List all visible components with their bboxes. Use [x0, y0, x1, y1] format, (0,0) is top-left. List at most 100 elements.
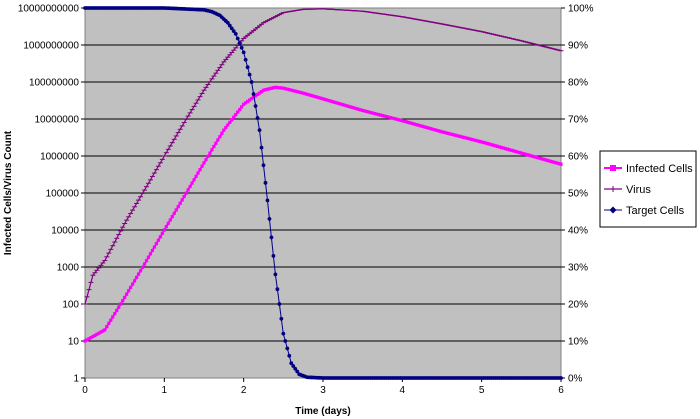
data-point	[499, 145, 504, 150]
data-point	[273, 272, 278, 277]
data-point	[426, 126, 430, 130]
data-point	[497, 145, 502, 149]
data-point	[315, 95, 319, 99]
data-point	[277, 302, 282, 306]
data-point	[261, 163, 266, 168]
legend-label: Target Cells	[626, 205, 685, 217]
data-point	[255, 116, 260, 120]
data-point	[361, 108, 365, 113]
data-point	[297, 90, 301, 94]
data-point	[224, 125, 228, 130]
data-point	[168, 218, 172, 222]
data-point	[396, 118, 400, 122]
y2-tick-label: 20%	[568, 300, 588, 311]
y2-tick-label: 70%	[568, 115, 588, 126]
data-point	[382, 114, 387, 118]
data-point	[486, 142, 490, 146]
y-tick-label: 100000	[46, 189, 80, 200]
y2-tick-label: 40%	[568, 226, 588, 237]
data-point	[539, 157, 543, 161]
y-tick-label: 100000000	[29, 78, 79, 89]
data-point	[303, 92, 307, 96]
data-point	[434, 128, 438, 132]
x-tick-label: 4	[400, 385, 406, 396]
data-point	[480, 140, 484, 144]
data-point	[313, 94, 317, 99]
data-point	[478, 139, 482, 144]
data-point	[521, 152, 525, 156]
data-point	[250, 97, 254, 101]
data-point	[327, 99, 331, 103]
data-point	[251, 95, 256, 99]
data-point	[547, 159, 551, 163]
data-point	[398, 118, 402, 122]
data-point	[136, 272, 141, 276]
data-point	[317, 96, 321, 100]
data-point	[202, 161, 206, 165]
data-point	[111, 315, 115, 319]
data-point	[265, 198, 270, 203]
x-tick-label: 3	[320, 385, 326, 396]
data-point	[543, 158, 547, 162]
data-point	[246, 99, 250, 104]
data-point	[515, 150, 519, 154]
data-point	[200, 164, 204, 168]
data-point	[238, 107, 242, 112]
data-point	[194, 174, 198, 178]
data-point	[446, 131, 450, 135]
data-point	[293, 366, 298, 371]
data-point	[559, 162, 563, 166]
data-point	[509, 148, 514, 152]
data-point	[438, 129, 442, 133]
data-point	[414, 122, 418, 127]
data-point	[91, 334, 95, 339]
data-point	[275, 85, 279, 90]
data-point	[353, 106, 357, 110]
data-point	[142, 262, 147, 266]
data-point	[488, 142, 492, 146]
data-point	[559, 376, 563, 380]
data-point	[482, 140, 486, 145]
data-point	[289, 361, 294, 366]
x-axis-ticks: 0 1 2 3 4 5 6	[82, 378, 564, 396]
data-point	[372, 111, 377, 116]
data-point	[263, 180, 268, 185]
data-point	[410, 121, 414, 126]
y2-tick-label: 60%	[568, 152, 588, 163]
data-point	[281, 331, 286, 336]
data-point	[436, 129, 440, 133]
y-axis-ticks: 1 10 100 1000 10000 100000 1000000 10000000 1000…	[18, 4, 85, 385]
data-point	[408, 121, 412, 125]
data-point	[519, 151, 523, 155]
data-point	[132, 279, 137, 283]
data-point	[123, 295, 127, 300]
data-point	[283, 87, 287, 91]
data-point	[99, 330, 103, 334]
data-point	[164, 225, 168, 229]
data-point	[325, 98, 329, 102]
data-point	[329, 99, 333, 103]
data-point	[241, 50, 246, 55]
data-point	[267, 217, 272, 221]
data-point	[551, 160, 555, 164]
data-point	[222, 128, 226, 132]
data-point	[186, 188, 190, 192]
data-point	[109, 318, 113, 322]
data-point	[253, 104, 258, 108]
data-point	[527, 153, 531, 157]
data-point	[347, 104, 351, 109]
data-point	[148, 252, 153, 256]
data-point	[470, 137, 474, 142]
data-point	[367, 110, 371, 114]
x-tick-label: 0	[82, 385, 88, 396]
data-point	[491, 143, 496, 147]
data-point	[263, 88, 268, 92]
series-group	[82, 6, 564, 380]
y-axis-title: Infected Cells/Virus Count	[3, 130, 14, 255]
data-point	[458, 134, 462, 138]
data-point	[299, 91, 303, 95]
data-point	[442, 130, 446, 134]
data-point	[107, 321, 111, 325]
data-point	[484, 141, 488, 145]
